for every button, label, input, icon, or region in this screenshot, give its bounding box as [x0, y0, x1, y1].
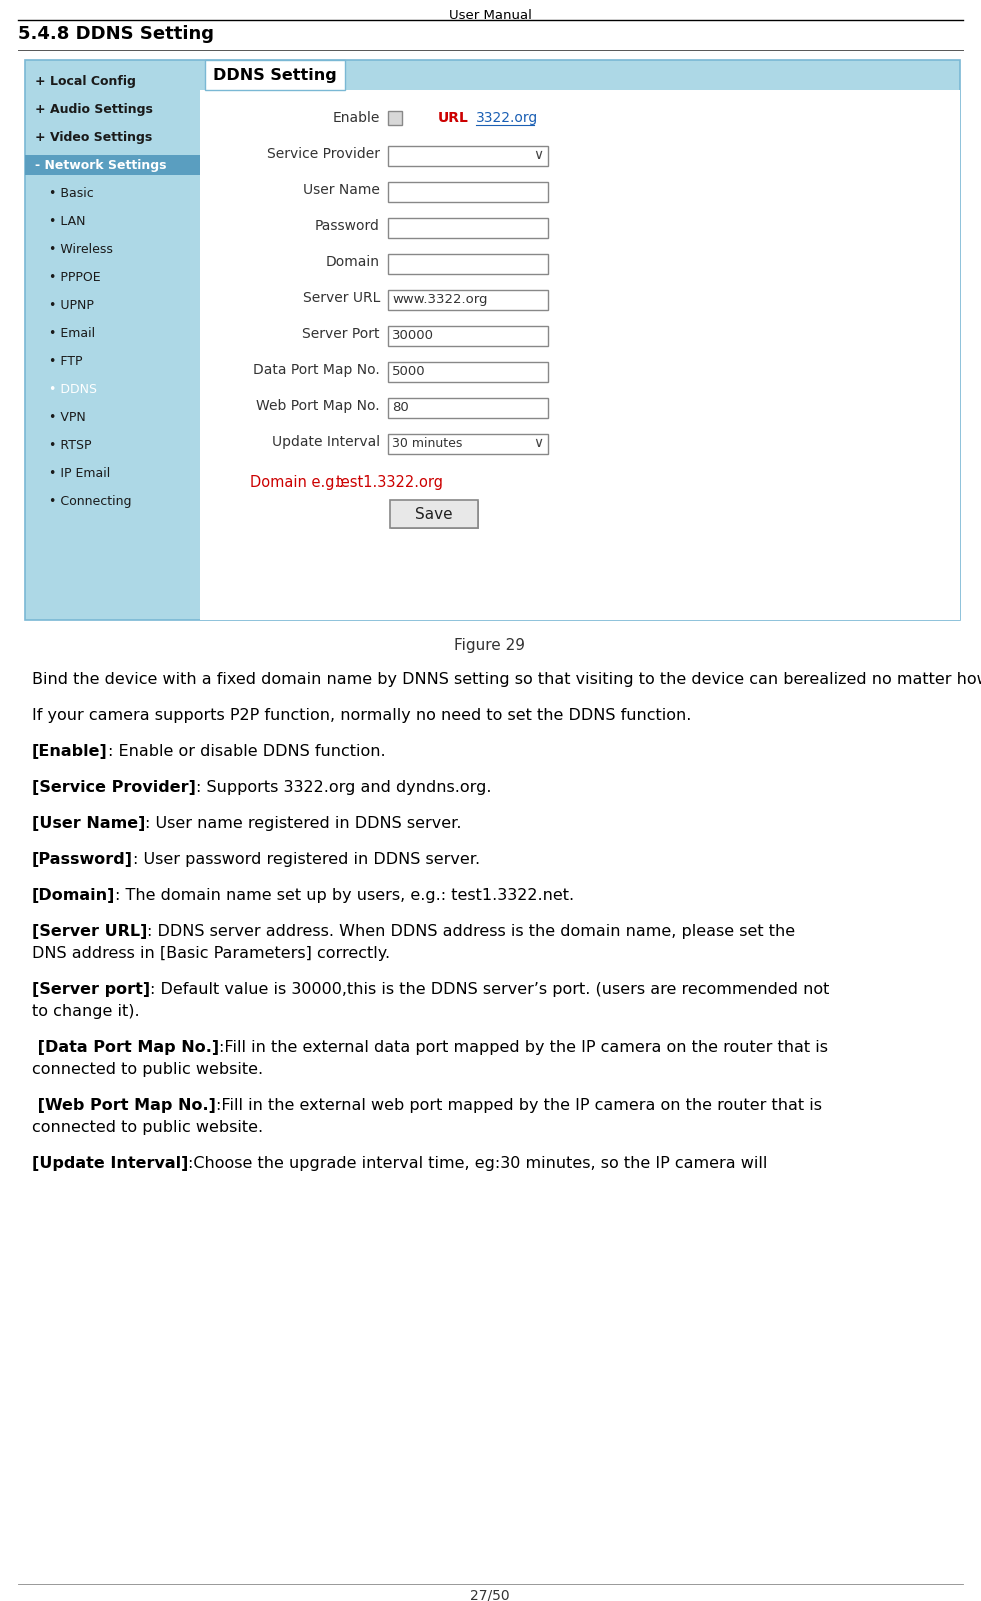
Text: 30 minutes: 30 minutes	[392, 437, 462, 450]
Text: :Fill in the external web port mapped by the IP camera on the router that is: :Fill in the external web port mapped by…	[216, 1098, 822, 1113]
Text: + Local Config: + Local Config	[35, 75, 136, 88]
Text: :Fill in the external data port mapped by the IP camera on the router that is: :Fill in the external data port mapped b…	[219, 1041, 828, 1055]
Text: 5000: 5000	[392, 365, 426, 378]
Text: • Basic: • Basic	[49, 186, 94, 200]
Text: • Email: • Email	[49, 327, 95, 339]
Bar	[25, 59, 960, 620]
Bar	[391, 501, 479, 528]
Text: : The domain name set up by users, e.g.: test1.3322.net.: : The domain name set up by users, e.g.:…	[116, 889, 575, 903]
Text: :Choose the upgrade interval time, eg:30 minutes, so the IP camera will: :Choose the upgrade interval time, eg:30…	[188, 1156, 768, 1170]
Bar	[388, 183, 548, 202]
Text: If your camera supports P2P function, normally no need to set the DDNS function.: If your camera supports P2P function, no…	[32, 708, 692, 724]
Text: : Enable or disable DDNS function.: : Enable or disable DDNS function.	[108, 744, 386, 759]
Text: [Enable]: [Enable]	[32, 744, 108, 759]
Text: : Supports 3322.org and dyndns.org.: : Supports 3322.org and dyndns.org.	[196, 780, 491, 796]
Text: [Server URL]: [Server URL]	[32, 924, 147, 940]
Text: : User name registered in DDNS server.: : User name registered in DDNS server.	[145, 817, 462, 831]
Text: [Password]: [Password]	[32, 852, 133, 868]
Text: • Connecting: • Connecting	[49, 495, 131, 508]
Bar	[388, 434, 548, 455]
Text: test1.3322.org: test1.3322.org	[336, 474, 444, 490]
Text: [Service Provider]: [Service Provider]	[32, 780, 196, 796]
Text: Server Port: Server Port	[302, 327, 380, 341]
Text: : Default value is 30000,this is the DDNS server’s port. (users are recommended : : Default value is 30000,this is the DDN…	[150, 981, 830, 997]
Text: : DDNS server address. When DDNS address is the domain name, please set the: : DDNS server address. When DDNS address…	[147, 924, 796, 940]
Text: 30000: 30000	[392, 328, 434, 341]
Text: 3322.org: 3322.org	[476, 110, 539, 125]
Text: Bind the device with a fixed domain name by DNNS setting so that visiting to the: Bind the device with a fixed domain name…	[32, 672, 803, 687]
Text: ∨: ∨	[533, 435, 543, 450]
Text: www.3322.org: www.3322.org	[392, 293, 488, 306]
Bar	[388, 255, 548, 274]
Text: 5.4.8 DDNS Setting: 5.4.8 DDNS Setting	[18, 26, 214, 43]
Bar	[25, 155, 200, 175]
Text: URL: URL	[438, 110, 469, 125]
Text: Enable: Enable	[333, 110, 380, 125]
Text: • RTSP: • RTSP	[49, 439, 91, 451]
Bar	[388, 362, 548, 383]
Text: ∨: ∨	[533, 147, 543, 162]
Text: • DDNS: • DDNS	[49, 383, 97, 395]
Bar	[388, 218, 548, 239]
Text: • VPN: • VPN	[49, 410, 85, 424]
Text: • IP Email: • IP Email	[49, 466, 110, 480]
Text: Server URL: Server URL	[302, 291, 380, 306]
Text: 80: 80	[392, 400, 409, 413]
Text: [Update Interval]: [Update Interval]	[32, 1156, 188, 1170]
Text: Password: Password	[315, 219, 380, 234]
Bar	[388, 327, 548, 346]
Text: Figure 29: Figure 29	[454, 639, 526, 653]
Text: Save: Save	[415, 506, 453, 522]
Bar	[388, 110, 402, 125]
Text: DNS address in [Basic Parameters] correctly.: DNS address in [Basic Parameters] correc…	[32, 946, 390, 961]
Text: • UPNP: • UPNP	[49, 298, 94, 312]
Text: [Domain]: [Domain]	[32, 889, 116, 903]
Text: Domain e.g.:: Domain e.g.:	[250, 474, 349, 490]
Bar	[390, 500, 478, 528]
Text: connected to public website.: connected to public website.	[32, 1061, 263, 1077]
Text: User Manual: User Manual	[448, 10, 532, 22]
Text: [Web Port Map No.]: [Web Port Map No.]	[32, 1098, 216, 1113]
Bar	[388, 399, 548, 418]
Text: - Network Settings: - Network Settings	[35, 158, 167, 171]
Text: Web Port Map No.: Web Port Map No.	[256, 399, 380, 413]
Text: 27/50: 27/50	[470, 1588, 510, 1601]
Text: Domain: Domain	[326, 255, 380, 269]
Text: + Video Settings: + Video Settings	[35, 131, 152, 144]
Text: DDNS Setting: DDNS Setting	[213, 67, 336, 83]
Text: + Audio Settings: + Audio Settings	[35, 102, 153, 115]
Bar	[200, 90, 960, 620]
Text: realized no matter how the public IP changes.(Refer to Appendix 3 for detailed s: realized no matter how the public IP cha…	[803, 672, 981, 687]
Text: Service Provider: Service Provider	[267, 147, 380, 162]
Bar	[205, 59, 345, 90]
Text: [Data Port Map No.]: [Data Port Map No.]	[32, 1041, 219, 1055]
Bar	[388, 290, 548, 311]
Text: connected to public website.: connected to public website.	[32, 1121, 263, 1135]
Text: to change it).: to change it).	[32, 1004, 139, 1018]
Text: : User password registered in DDNS server.: : User password registered in DDNS serve…	[133, 852, 480, 868]
Text: [Server port]: [Server port]	[32, 981, 150, 997]
Text: [User Name]: [User Name]	[32, 817, 145, 831]
Text: Update Interval: Update Interval	[272, 435, 380, 448]
Text: • PPPOE: • PPPOE	[49, 271, 101, 283]
Text: • LAN: • LAN	[49, 215, 85, 227]
Bar	[388, 146, 548, 167]
Text: • Wireless: • Wireless	[49, 242, 113, 256]
Text: Data Port Map No.: Data Port Map No.	[253, 363, 380, 376]
Text: • FTP: • FTP	[49, 354, 82, 368]
Text: User Name: User Name	[303, 183, 380, 197]
